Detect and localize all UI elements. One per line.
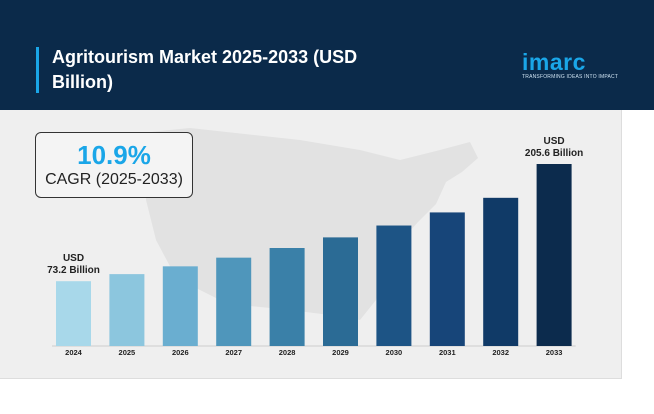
bar-2028: [269, 248, 305, 346]
bar-2031: [429, 212, 465, 346]
x-tick-label: 2032: [492, 348, 509, 357]
x-tick-label: 2027: [225, 348, 242, 357]
header-banner: Agritourism Market 2025-2033 (USD Billio…: [0, 0, 654, 110]
cagr-callout: 10.9% CAGR (2025-2033): [35, 132, 193, 198]
bar-2024: [56, 281, 91, 346]
cagr-label: CAGR (2025-2033): [45, 171, 183, 188]
logo-tagline: TRANSFORMING IDEAS INTO IMPACT: [522, 74, 619, 80]
bar-2029: [323, 237, 358, 346]
data-label-unit: USD: [62, 253, 85, 265]
page-title: Agritourism Market 2025-2033 (USD Billio…: [52, 47, 358, 92]
data-label-value: 73.2 Billion: [47, 265, 100, 277]
data-label-2033: USD 205.6 Billion: [514, 136, 594, 160]
data-label-value: 205.6 Billion: [524, 148, 584, 159]
bar-2030: [376, 225, 412, 346]
data-label-unit: USD: [543, 136, 565, 147]
bar-2032: [483, 197, 519, 346]
bar-2033: [536, 164, 572, 346]
x-tick-label: 2025: [119, 348, 136, 357]
x-tick-label: 2031: [439, 348, 456, 357]
logo-wordmark: imarc: [522, 49, 586, 75]
x-tick-label: 2030: [386, 348, 403, 357]
x-tick-label: 2024: [65, 348, 83, 357]
cagr-value: 10.9%: [77, 140, 151, 170]
imarc-logo[interactable]: imarc TRANSFORMING IDEAS INTO IMPACT: [522, 49, 619, 90]
x-tick-label: 2026: [172, 348, 189, 357]
x-tick-label: 2029: [332, 348, 349, 357]
title-accent-bar: [36, 47, 39, 93]
data-label-2024: USD 73.2 Billion: [34, 253, 114, 277]
bar-2027: [216, 257, 252, 346]
bar-2025: [109, 274, 145, 346]
bar-2026: [162, 266, 198, 346]
x-tick-label: 2028: [279, 348, 296, 357]
x-tick-label: 2033: [546, 348, 563, 357]
